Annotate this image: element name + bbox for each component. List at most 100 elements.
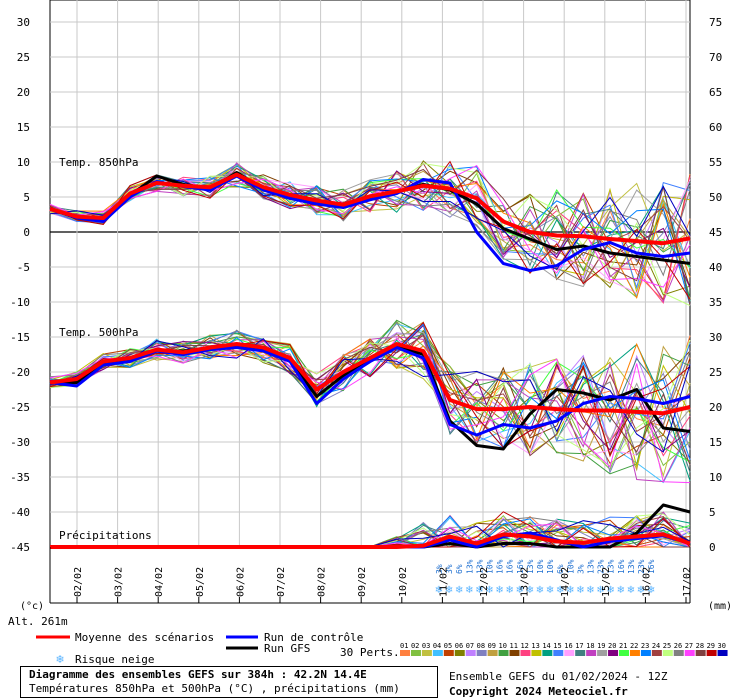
legend-pert-number: 13 xyxy=(531,642,539,650)
snowflake-icon: ❄ xyxy=(576,585,584,596)
legend-pert-number: 22 xyxy=(630,642,638,650)
snow-risk-value: 13% xyxy=(465,559,474,574)
left-tick-label: 30 xyxy=(17,16,30,29)
right-tick-label: 75 xyxy=(709,16,722,29)
right-tick-label: 45 xyxy=(709,226,722,239)
snow-risk-value: 23% xyxy=(597,559,606,574)
snowflake-icon: ❄ xyxy=(566,585,574,596)
x-tick-label: 04/02 xyxy=(154,567,165,597)
right-tick-label: 25 xyxy=(709,366,722,379)
legend-pert-number: 11 xyxy=(510,642,518,650)
left-tick-label: -45 xyxy=(10,541,30,554)
plot-frame xyxy=(49,0,691,548)
legend-pert-swatch xyxy=(706,650,717,656)
legend-pert-number: 28 xyxy=(696,642,704,650)
legend-pert-number: 26 xyxy=(674,642,682,650)
legend-pert-swatch xyxy=(586,650,597,656)
legend-pert-swatch xyxy=(651,650,662,656)
right-tick-label: 10 xyxy=(709,471,722,484)
snow-risk-value: 3% xyxy=(435,564,444,574)
snow-risk-value: 10% xyxy=(546,559,555,574)
snow-risk-value: 16% xyxy=(506,559,515,574)
snow-risk-value: 10% xyxy=(566,559,575,574)
pert-t500-line xyxy=(49,324,691,452)
legend-pert-swatch xyxy=(564,650,575,656)
snow-risk-value: 3% xyxy=(445,564,454,574)
left-tick-label: -25 xyxy=(10,401,30,414)
snowflake-icon: ❄ xyxy=(596,585,604,596)
copyright: Copyright 2024 Meteociel.fr xyxy=(449,685,628,698)
snowflake-icon: ❄ xyxy=(475,585,483,596)
right-tick-label: 55 xyxy=(709,156,722,169)
run-info: Ensemble GEFS du 01/02/2024 - 12Z Copyri… xyxy=(449,669,668,699)
snowflake-icon: ❄ xyxy=(495,585,503,596)
footer-box: Diagramme des ensembles GEFS sur 384h : … xyxy=(20,666,438,698)
legend-pert-swatch xyxy=(553,650,564,656)
snow-risk-value: 23% xyxy=(637,559,646,574)
legend-pert-number: 07 xyxy=(466,642,474,650)
snowflake-icon: ❄ xyxy=(627,585,635,596)
legend-pert-swatch xyxy=(640,650,651,656)
legend-pert-number: 18 xyxy=(586,642,594,650)
precip-label: Précipitations xyxy=(59,529,152,542)
snow-risk-value: 13% xyxy=(475,559,484,574)
chart-grid xyxy=(49,0,691,548)
legend-pert-swatch xyxy=(487,650,498,656)
left-tick-label: 0 xyxy=(23,226,30,239)
x-tick-label: 02/02 xyxy=(73,567,84,597)
legend-pert-swatch xyxy=(443,650,454,656)
pert-t500-line xyxy=(49,331,691,443)
legend-pert-number: 30 xyxy=(718,642,726,650)
snowflake-icon: ❄ xyxy=(556,585,564,596)
legend-pert-number: 09 xyxy=(488,642,496,650)
legend-pert-number: 01 xyxy=(400,642,408,650)
x-tick-label: 05/02 xyxy=(195,567,206,597)
snow-risk-value: 3% xyxy=(576,564,585,574)
left-tick-label: -5 xyxy=(17,261,30,274)
pert-t850-line xyxy=(49,172,691,288)
snowflake-icon: ❄ xyxy=(516,585,524,596)
snowflake-icon: ❄ xyxy=(617,585,625,596)
legend-pert-number: 16 xyxy=(564,642,572,650)
legend-pert-number: 20 xyxy=(608,642,616,650)
main-series-lines xyxy=(49,171,691,549)
x-tick-label: 08/02 xyxy=(317,567,328,597)
snow-risk-value: 10% xyxy=(486,559,495,574)
snow-risk-value: 6% xyxy=(556,564,565,574)
axes-labels: 302520151050-5-10-15-20-25-30-35-40-4575… xyxy=(8,16,732,628)
right-tick-label: 50 xyxy=(709,191,722,204)
x-tick-label: 17/02 xyxy=(682,567,693,597)
pert-t500-line xyxy=(49,321,691,458)
right-tick-label: 15 xyxy=(709,436,722,449)
x-tick-label: 14/02 xyxy=(560,567,571,597)
legend-pert-number: 04 xyxy=(433,642,441,650)
snowflake-icon: ❄ xyxy=(536,585,544,596)
t850-label: Temp. 850hPa xyxy=(59,156,138,169)
snowflake-icon: ❄ xyxy=(586,585,594,596)
legend: Moyenne des scénarios Run de contrôleRun … xyxy=(36,631,728,666)
legend-pert-number: 05 xyxy=(444,642,452,650)
legend-snowflake-icon: ❄ xyxy=(55,653,64,666)
legend-pert-number: 02 xyxy=(411,642,419,650)
legend-pert-swatch xyxy=(400,650,410,656)
legend-pert-number: 08 xyxy=(477,642,485,650)
x-tick-label: 16/02 xyxy=(641,567,652,597)
legend-pert-swatch xyxy=(662,650,673,656)
left-tick-label: -10 xyxy=(10,296,30,309)
snowflake-icon: ❄ xyxy=(455,585,463,596)
legend-pert-number: 27 xyxy=(685,642,693,650)
legend-pert-swatch xyxy=(520,650,531,656)
legend-pert-swatch xyxy=(509,650,520,656)
legend-pert-swatch xyxy=(542,650,553,656)
legend-gfs-label: Run GFS xyxy=(264,642,310,655)
snowflake-icon: ❄ xyxy=(546,585,554,596)
legend-pert-number: 14 xyxy=(542,642,550,650)
legend-pert-swatch xyxy=(498,650,509,656)
left-tick-label: 25 xyxy=(17,51,30,64)
legend-pert-swatch xyxy=(575,650,586,656)
snow-risk-value: 16% xyxy=(496,559,505,574)
left-tick-label: -20 xyxy=(10,366,30,379)
snow-risk-value: 13% xyxy=(587,559,596,574)
left-tick-label: -35 xyxy=(10,471,30,484)
legend-pert-swatch xyxy=(476,650,487,656)
